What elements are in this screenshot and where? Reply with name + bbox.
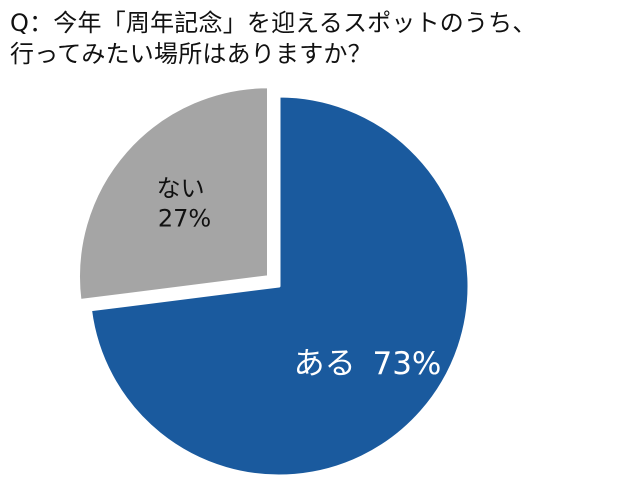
slice-label-yes-name: ある <box>294 346 356 382</box>
chart-title-line-1: Q：今年「周年記念」を迎えるスポットのうち、 <box>10 9 537 37</box>
pie-slice-yes <box>89 94 471 478</box>
slice-label-no: ない 27% <box>157 175 213 233</box>
slice-label-yes-value: 73% <box>372 346 441 382</box>
chart-subtitle: 行ってみたい場所はありますか？ <box>10 40 372 68</box>
slice-label-no-value: 27% <box>158 205 211 233</box>
slice-label-no-name: ない <box>157 175 205 203</box>
chart-title: Q：今年「周年記念」を迎えるスポットのうち、 行ってみたい場所はありますか？ <box>10 8 630 70</box>
pie-slice-no <box>77 85 270 303</box>
slice-label-yes: ある 73% <box>294 346 442 382</box>
